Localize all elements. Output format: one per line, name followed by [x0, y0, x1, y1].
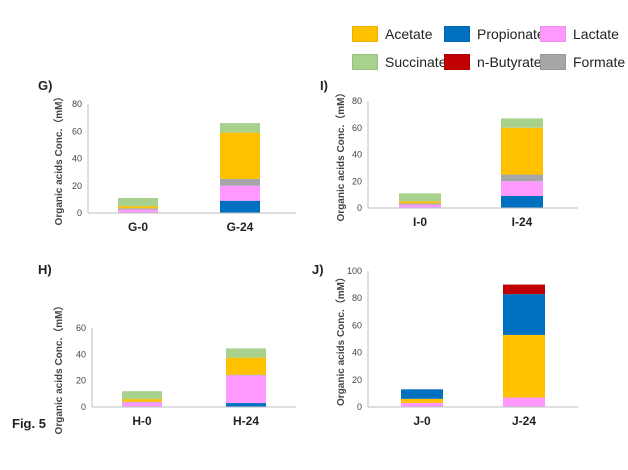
y-tick-label-j-1: 20	[352, 375, 362, 385]
bar-j-j-24-propionate	[503, 294, 545, 335]
bar-g-g-0-formate	[118, 208, 158, 210]
bar-h-h-0-acetate	[122, 399, 162, 402]
legend-item-formate: Formate	[540, 54, 625, 70]
legend-item-propionate: Propionate	[444, 26, 545, 42]
x-tick-label-g-1: G-24	[227, 220, 254, 234]
bar-g-g-0-lactate	[118, 209, 158, 213]
bar-h-h-24-lactate	[226, 375, 266, 404]
y-tick-label-i-3: 60	[352, 123, 362, 133]
y-tick-label-h-2: 40	[76, 349, 86, 359]
y-tick-label-g-2: 40	[72, 154, 82, 164]
x-tick-label-h-1: H-24	[233, 414, 259, 428]
bar-j-j-0-lactate	[401, 402, 443, 407]
legend-swatch-acetate	[352, 26, 378, 42]
bar-i-i-24-acetate	[501, 127, 543, 175]
x-tick-label-i-1: I-24	[512, 215, 533, 229]
y-tick-label-i-1: 20	[352, 176, 362, 186]
bar-j-j-24-lactate	[503, 397, 545, 407]
figure-label: Fig. 5	[12, 416, 46, 431]
x-tick-label-i-0: I-0	[413, 215, 427, 229]
y-tick-label-j-2: 40	[352, 348, 362, 358]
legend-label-formate: Formate	[573, 54, 626, 70]
y-tick-label-g-1: 20	[72, 181, 82, 191]
legend-label-n-butyrate: n-Butyrate	[477, 54, 542, 70]
bar-i-i-0-lactate	[399, 204, 441, 208]
y-tick-label-i-2: 40	[352, 150, 362, 160]
bar-h-h-0-succinate	[122, 391, 162, 400]
x-tick-label-j-1: J-24	[512, 414, 536, 428]
y-tick-label-g-0: 0	[77, 208, 82, 218]
legend-item-n-butyrate: n-Butyrate	[444, 54, 542, 70]
y-tick-label-h-3: 60	[76, 323, 86, 333]
bar-g-g-24-propionate	[220, 200, 260, 213]
panel-label-h: H)	[38, 262, 52, 277]
bar-h-h-0-formate	[122, 401, 162, 403]
bar-j-j-0-propionate	[401, 389, 443, 399]
bar-i-i-0-succinate	[399, 193, 441, 202]
bar-h-h-24-propionate	[226, 403, 266, 407]
bar-g-g-0-acetate	[118, 206, 158, 209]
chart-legend: Acetate Propionate Lactate Succinate n-B…	[352, 26, 625, 76]
legend-label-acetate: Acetate	[385, 26, 433, 42]
x-tick-label-g-0: G-0	[128, 220, 148, 234]
bar-h-h-24-succinate	[226, 348, 266, 358]
bar-j-j-24-acetate	[503, 334, 545, 398]
y-axis-title-j: Organic acids Conc.（mM）	[334, 272, 347, 406]
legend-item-succinate: Succinate	[352, 54, 446, 70]
legend-swatch-propionate	[444, 26, 470, 42]
bar-j-j-0-acetate	[401, 398, 443, 403]
bar-h-h-24-formate	[226, 374, 266, 376]
legend-swatch-lactate	[540, 26, 566, 42]
bar-i-i-0-formate	[399, 203, 441, 205]
legend-swatch-n-butyrate	[444, 54, 470, 70]
legend-item-acetate: Acetate	[352, 26, 432, 42]
y-axis-title-h: Organic acids Conc.（mM）	[52, 301, 65, 435]
bar-g-g-24-acetate	[220, 132, 260, 179]
y-tick-label-i-0: 0	[357, 203, 362, 213]
bar-g-g-24-lactate	[220, 185, 260, 201]
x-tick-label-j-0: J-0	[413, 414, 431, 428]
legend-swatch-succinate	[352, 54, 378, 70]
panel-label-j: J)	[312, 262, 324, 277]
y-tick-label-g-3: 60	[72, 126, 82, 136]
y-axis-title-g: Organic acids Conc.（mM）	[52, 92, 65, 226]
bar-j-j-24-n-butyrate	[503, 284, 545, 295]
bar-i-i-24-propionate	[501, 195, 543, 208]
y-tick-label-i-4: 80	[352, 96, 362, 106]
panel-label-i: I)	[320, 78, 328, 93]
legend-label-propionate: Propionate	[477, 26, 545, 42]
bar-g-g-24-succinate	[220, 123, 260, 133]
y-tick-label-h-1: 20	[76, 376, 86, 386]
legend-label-lactate: Lactate	[573, 26, 619, 42]
bar-g-g-0-succinate	[118, 198, 158, 207]
y-tick-label-j-4: 80	[352, 293, 362, 303]
bar-i-i-24-lactate	[501, 181, 543, 196]
y-tick-label-h-0: 0	[81, 402, 86, 412]
y-tick-label-j-5: 100	[347, 266, 362, 276]
bar-h-h-0-lactate	[122, 402, 162, 407]
legend-item-lactate: Lactate	[540, 26, 619, 42]
bar-i-i-24-succinate	[501, 118, 543, 128]
bar-g-g-24-formate	[220, 178, 260, 186]
bar-h-h-24-acetate	[226, 357, 266, 375]
bar-i-i-24-formate	[501, 174, 543, 182]
y-tick-label-j-0: 0	[357, 402, 362, 412]
y-tick-label-j-3: 60	[352, 320, 362, 330]
y-tick-label-g-4: 80	[72, 99, 82, 109]
y-axis-title-i: Organic acids Conc.（mM）	[334, 88, 347, 222]
panel-label-g: G)	[38, 78, 53, 93]
legend-swatch-formate	[540, 54, 566, 70]
x-tick-label-h-0: H-0	[132, 414, 152, 428]
legend-label-succinate: Succinate	[385, 54, 447, 70]
bar-i-i-0-acetate	[399, 201, 441, 204]
